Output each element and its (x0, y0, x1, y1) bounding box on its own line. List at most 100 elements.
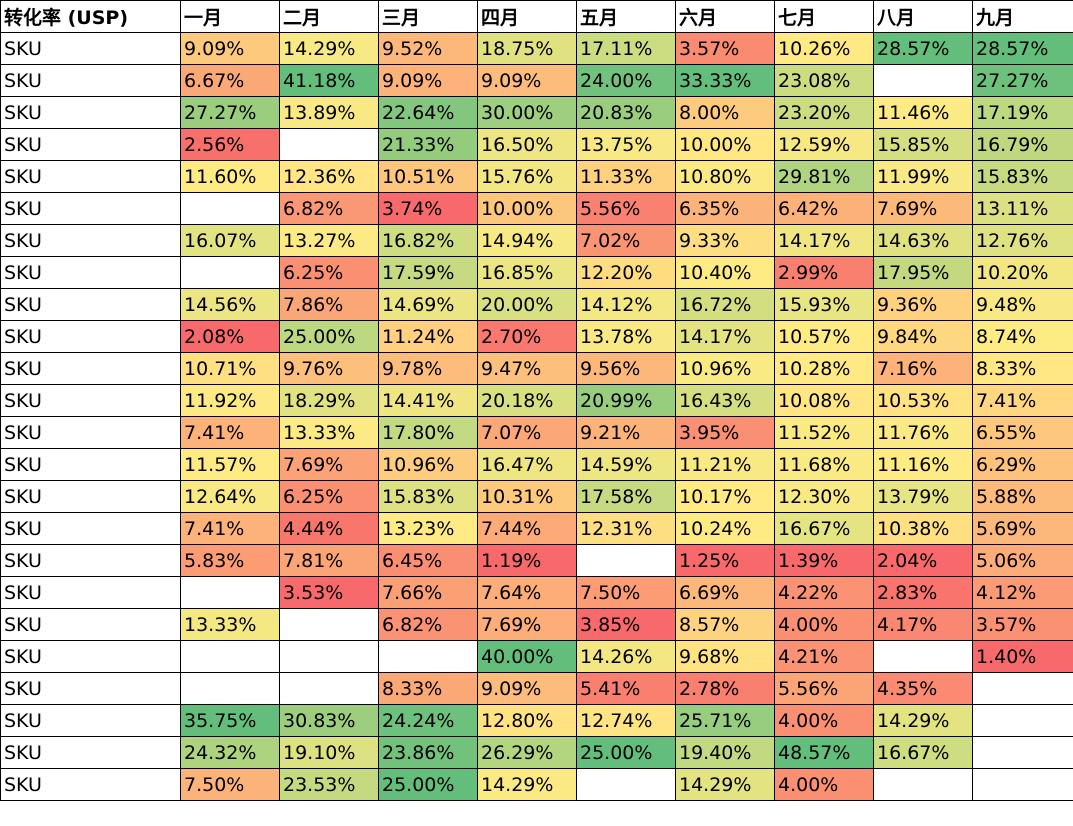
rate-cell[interactable]: 4.00% (774, 608, 874, 641)
rate-cell[interactable]: 1.19% (477, 544, 577, 577)
rate-cell[interactable] (279, 128, 379, 161)
rate-cell[interactable]: 2.78% (675, 672, 775, 705)
rate-cell[interactable]: 3.74% (378, 192, 478, 225)
rate-cell[interactable]: 11.33% (576, 160, 676, 193)
rate-cell[interactable]: 2.08% (180, 320, 280, 353)
rate-cell[interactable]: 33.33% (675, 64, 775, 97)
rate-cell[interactable]: 14.17% (675, 320, 775, 353)
rate-cell[interactable] (972, 704, 1073, 737)
rate-cell[interactable] (576, 544, 676, 577)
rate-cell[interactable] (279, 608, 379, 641)
rate-cell[interactable]: 10.96% (675, 352, 775, 385)
sku-cell[interactable]: SKU (0, 672, 181, 705)
rate-cell[interactable]: 10.80% (675, 160, 775, 193)
rate-cell[interactable]: 15.76% (477, 160, 577, 193)
rate-cell[interactable]: 41.18% (279, 64, 379, 97)
sku-cell[interactable]: SKU (0, 384, 181, 417)
rate-cell[interactable] (279, 672, 379, 705)
sku-cell[interactable]: SKU (0, 64, 181, 97)
rate-cell[interactable]: 9.33% (675, 224, 775, 257)
rate-cell[interactable]: 14.29% (675, 768, 775, 801)
rate-cell[interactable]: 14.17% (774, 224, 874, 257)
rate-cell[interactable]: 3.53% (279, 576, 379, 609)
rate-cell[interactable]: 10.51% (378, 160, 478, 193)
rate-cell[interactable]: 14.94% (477, 224, 577, 257)
rate-cell[interactable]: 16.67% (774, 512, 874, 545)
rate-cell[interactable]: 14.69% (378, 288, 478, 321)
rate-cell[interactable]: 11.57% (180, 448, 280, 481)
rate-cell[interactable]: 28.57% (873, 32, 973, 65)
rate-cell[interactable]: 9.78% (378, 352, 478, 385)
rate-cell[interactable]: 30.83% (279, 704, 379, 737)
rate-cell[interactable]: 28.57% (972, 32, 1073, 65)
month-header[interactable]: 八月 (873, 0, 973, 33)
rate-cell[interactable] (180, 192, 280, 225)
rate-cell[interactable]: 11.68% (774, 448, 874, 481)
rate-cell[interactable]: 7.16% (873, 352, 973, 385)
rate-cell[interactable]: 9.09% (477, 64, 577, 97)
rate-cell[interactable]: 7.07% (477, 416, 577, 449)
rate-cell[interactable]: 12.31% (576, 512, 676, 545)
rate-cell[interactable]: 27.27% (180, 96, 280, 129)
rate-cell[interactable]: 14.29% (477, 768, 577, 801)
rate-cell[interactable]: 10.26% (774, 32, 874, 65)
rate-cell[interactable]: 6.42% (774, 192, 874, 225)
rate-cell[interactable]: 5.06% (972, 544, 1073, 577)
rate-cell[interactable]: 16.47% (477, 448, 577, 481)
month-header[interactable]: 七月 (774, 0, 874, 33)
rate-cell[interactable]: 40.00% (477, 640, 577, 673)
rate-cell[interactable]: 11.16% (873, 448, 973, 481)
rate-cell[interactable]: 2.04% (873, 544, 973, 577)
rate-cell[interactable]: 7.02% (576, 224, 676, 257)
rate-cell[interactable]: 11.76% (873, 416, 973, 449)
month-header[interactable]: 一月 (180, 0, 280, 33)
month-header[interactable]: 二月 (279, 0, 379, 33)
rate-cell[interactable]: 7.86% (279, 288, 379, 321)
rate-cell[interactable]: 27.27% (972, 64, 1073, 97)
rate-cell[interactable]: 12.30% (774, 480, 874, 513)
rate-cell[interactable]: 16.82% (378, 224, 478, 257)
rate-cell[interactable] (576, 768, 676, 801)
rate-cell[interactable]: 8.57% (675, 608, 775, 641)
rate-cell[interactable]: 20.00% (477, 288, 577, 321)
rate-cell[interactable]: 14.59% (576, 448, 676, 481)
rate-cell[interactable]: 6.29% (972, 448, 1073, 481)
rate-cell[interactable]: 12.74% (576, 704, 676, 737)
rate-cell[interactable] (873, 64, 973, 97)
rate-cell[interactable]: 11.92% (180, 384, 280, 417)
rate-cell[interactable]: 12.20% (576, 256, 676, 289)
sku-cell[interactable]: SKU (0, 736, 181, 769)
sku-cell[interactable]: SKU (0, 704, 181, 737)
rate-cell[interactable]: 30.00% (477, 96, 577, 129)
rate-cell[interactable]: 10.31% (477, 480, 577, 513)
rate-cell[interactable]: 21.33% (378, 128, 478, 161)
rate-cell[interactable]: 7.69% (873, 192, 973, 225)
rate-cell[interactable]: 7.69% (279, 448, 379, 481)
rate-cell[interactable]: 4.12% (972, 576, 1073, 609)
rate-cell[interactable]: 7.41% (180, 512, 280, 545)
rate-cell[interactable]: 11.21% (675, 448, 775, 481)
rate-cell[interactable]: 2.56% (180, 128, 280, 161)
rate-cell[interactable]: 7.69% (477, 608, 577, 641)
rate-cell[interactable]: 4.44% (279, 512, 379, 545)
rate-cell[interactable]: 2.99% (774, 256, 874, 289)
rate-cell[interactable]: 13.11% (972, 192, 1073, 225)
rate-cell[interactable]: 13.23% (378, 512, 478, 545)
rate-cell[interactable]: 10.00% (477, 192, 577, 225)
rate-cell[interactable]: 18.29% (279, 384, 379, 417)
rate-cell[interactable]: 48.57% (774, 736, 874, 769)
rate-cell[interactable]: 13.89% (279, 96, 379, 129)
rate-cell[interactable] (180, 576, 280, 609)
rate-cell[interactable]: 10.24% (675, 512, 775, 545)
rate-cell[interactable]: 11.52% (774, 416, 874, 449)
rate-cell[interactable]: 14.26% (576, 640, 676, 673)
rate-cell[interactable]: 13.33% (279, 416, 379, 449)
rate-cell[interactable] (378, 640, 478, 673)
rate-cell[interactable]: 7.44% (477, 512, 577, 545)
sku-cell[interactable]: SKU (0, 640, 181, 673)
rate-cell[interactable]: 13.78% (576, 320, 676, 353)
rate-cell[interactable]: 13.75% (576, 128, 676, 161)
sku-cell[interactable]: SKU (0, 352, 181, 385)
rate-cell[interactable]: 11.60% (180, 160, 280, 193)
rate-cell[interactable]: 9.84% (873, 320, 973, 353)
